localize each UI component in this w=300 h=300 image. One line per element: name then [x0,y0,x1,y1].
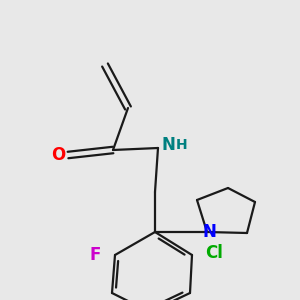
Text: N: N [161,136,175,154]
Text: N: N [202,223,216,241]
Text: H: H [176,138,188,152]
Text: Cl: Cl [205,244,223,262]
Text: F: F [89,246,101,264]
Text: O: O [51,146,65,164]
